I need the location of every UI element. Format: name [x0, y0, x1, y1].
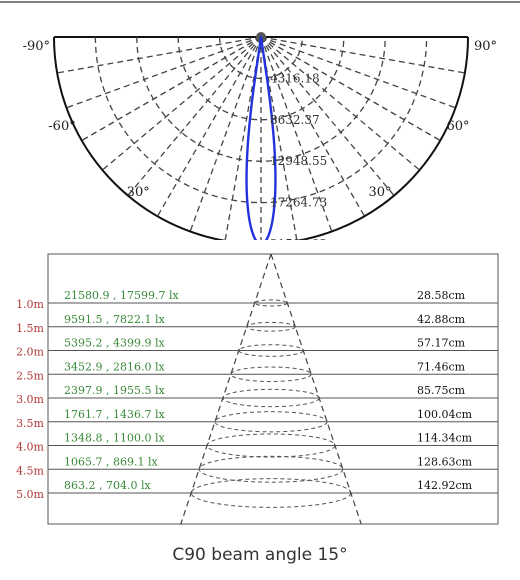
polar-spoke: [260, 36, 420, 171]
polar-labels: 4316.18 8632.37 12948.55 17264.73 21580.92 -9…: [23, 39, 497, 240]
polar-ring: [177, 36, 345, 121]
polar-ring-label: 17264.73: [270, 196, 327, 210]
polar-spoke: [66, 36, 262, 109]
distance-label: 2.5m: [16, 369, 44, 382]
polar-angle-label: 60°: [446, 119, 469, 134]
polar-angle-label: -90°: [23, 39, 50, 54]
cone-row: 5.0m 863.2 , 704.0 lx 142.92cm: [16, 479, 498, 501]
illuminance-label: 1761.7 , 1436.7 lx: [64, 408, 165, 421]
beam-ellipse: [198, 455, 344, 483]
distance-label: 5.0m: [16, 488, 44, 501]
polar-spoke: [260, 36, 333, 232]
cone-row: 3.5m 1761.7 , 1436.7 lx 100.04cm: [16, 408, 498, 430]
polar-curves: [245, 35, 277, 240]
polar-spoke: [81, 36, 262, 142]
diameter-label: 85.75cm: [417, 384, 466, 397]
illuminance-label: 2397.9 , 1955.5 lx: [64, 384, 165, 397]
distance-label: 2.0m: [16, 346, 44, 359]
polar-ring-label: 4316.18: [270, 71, 320, 85]
polar-ring-label: 21580.92: [270, 237, 327, 240]
polar-spoke: [189, 36, 262, 232]
polar-outer-arc: [53, 36, 469, 240]
beam-ellipse: [214, 411, 328, 433]
polar-spoke: [127, 36, 262, 196]
cone-row: 1.0m 21580.9 , 17599.7 lx 28.58cm: [16, 289, 498, 311]
diameter-label: 100.04cm: [417, 408, 473, 421]
illuminance-label: 21580.9 , 17599.7 lx: [64, 289, 179, 302]
polar-spoke: [57, 36, 262, 74]
polar-spoke: [260, 36, 441, 142]
illuminance-label: 1348.8 , 1100.0 lx: [64, 432, 165, 445]
cone-edge-left: [180, 253, 272, 525]
polar-angle-label: -30°: [122, 185, 149, 200]
diameter-label: 28.58cm: [417, 289, 466, 302]
illuminance-label: 863.2 , 704.0 lx: [64, 479, 151, 492]
polar-angle-label: 90°: [474, 39, 497, 54]
distance-label: 1.5m: [16, 322, 44, 335]
beam-angle-caption: C90 beam angle 15°: [172, 545, 348, 565]
polar-curve-c0: [245, 35, 277, 240]
distance-label: 4.5m: [16, 464, 44, 477]
cone-rows: 1.0m 21580.9 , 17599.7 lx 28.58cm 1.5m 9591.…: [16, 289, 498, 501]
cone-row: 3.0m 2397.9 , 1955.5 lx 85.75cm: [16, 384, 498, 406]
polar-ring-label: 8632.37: [270, 113, 320, 127]
polar-spoke: [260, 36, 456, 109]
beam-cone-diagram: 1.0m 21580.9 , 17599.7 lx 28.58cm 1.5m 9591.…: [16, 253, 499, 525]
polar-spoke: [260, 36, 465, 74]
polar-intensity-diagram: 4316.18 8632.37 12948.55 17264.73 21580.92 -9…: [0, 0, 520, 240]
polar-spoke: [260, 36, 395, 196]
illuminance-label: 9591.5 , 7822.1 lx: [64, 313, 165, 326]
diameter-label: 42.88cm: [417, 313, 466, 326]
cone-row: 2.0m 5395.2 , 4399.9 lx 57.17cm: [16, 337, 498, 359]
distance-label: 3.5m: [16, 417, 44, 430]
polar-angle-label: 30°: [368, 185, 391, 200]
polar-spoke: [102, 36, 262, 171]
beam-ellipse: [230, 366, 312, 382]
diameter-label: 114.34cm: [417, 432, 473, 445]
distance-label: 3.0m: [16, 393, 44, 406]
distance-label: 1.0m: [16, 298, 44, 311]
cone-edge-right: [270, 253, 362, 525]
cone-frame: [47, 253, 499, 525]
illuminance-label: 3452.9 , 2816.0 lx: [64, 360, 165, 373]
distance-label: 4.0m: [16, 441, 44, 454]
cone-shape: [180, 253, 362, 525]
cone-row: 4.0m 1348.8 , 1100.0 lx 114.34cm: [16, 432, 498, 454]
diameter-label: 142.92cm: [417, 479, 473, 492]
cone-row: 2.5m 3452.9 , 2816.0 lx 71.46cm: [16, 360, 498, 382]
cone-row: 1.5m 9591.5 , 7822.1 lx 42.88cm: [16, 313, 498, 335]
diameter-label: 57.17cm: [417, 337, 466, 350]
polar-spoke: [156, 36, 262, 217]
polar-spoke: [260, 36, 366, 217]
illuminance-label: 1065.7 , 869.1 lx: [64, 455, 158, 468]
polar-angle-label: -60°: [48, 119, 75, 134]
cone-row: 4.5m 1065.7 , 869.1 lx 128.63cm: [16, 455, 498, 477]
polar-grid: [53, 32, 469, 240]
beam-ellipse: [246, 321, 296, 332]
diameter-label: 71.46cm: [417, 360, 466, 373]
diameter-label: 128.63cm: [417, 455, 473, 468]
polar-ring-label: 12948.55: [270, 154, 327, 168]
illuminance-label: 5395.2 , 4399.9 lx: [64, 337, 165, 350]
